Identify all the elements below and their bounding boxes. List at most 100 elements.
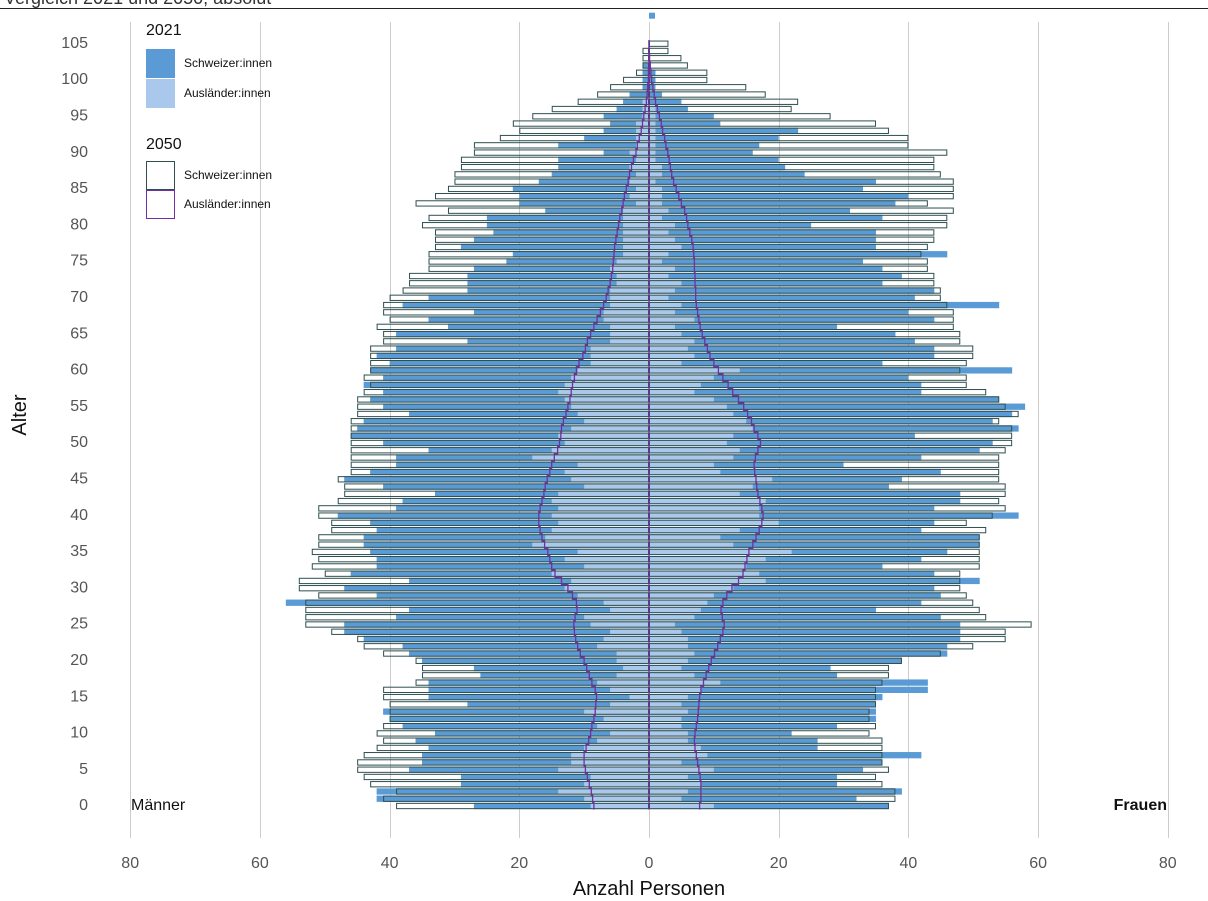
bar-2021-ch-f-41 <box>649 505 935 512</box>
bar-2021-ch-m-52 <box>357 425 649 432</box>
bar-2021-ch-m-59 <box>383 374 649 381</box>
bar-2021-ch-f-49 <box>649 447 980 454</box>
bar-2021-ch-f-90 <box>649 149 753 156</box>
bar-2021-fo-f-10 <box>649 730 688 737</box>
bar-2021-fo-f-32 <box>649 570 760 577</box>
bar-2021-ch-f-85 <box>649 185 864 193</box>
bar-2021-fo-f-49 <box>649 447 740 454</box>
bar-2021-ch-m-67 <box>428 316 649 323</box>
bar-2050-ch-f-99 <box>649 84 747 91</box>
bar-2021-fo-f-76 <box>649 251 669 258</box>
bar-2021-ch-f-31 <box>649 577 980 585</box>
bar-2021-ch-f-84 <box>649 193 909 200</box>
bar-2021-ch-f-70 <box>649 294 915 301</box>
bar-2021-ch-f-73 <box>649 272 902 280</box>
bar-2021-ch-f-86 <box>649 178 876 185</box>
bar-2021-ch-f-22 <box>649 643 948 650</box>
bar-2021-fo-m-67 <box>603 316 649 323</box>
y-tick-10: 10 <box>70 725 88 742</box>
label-frauen: Frauen <box>1114 797 1167 814</box>
legend-label-2050-0: Schweizer:innen <box>184 168 272 182</box>
bar-2021-ch-m-4 <box>460 773 649 781</box>
bar-2021-fo-m-81 <box>623 214 649 222</box>
bar-2021-fo-f-81 <box>649 214 662 222</box>
bar-2021-ch-f-82 <box>649 207 851 214</box>
bar-2021-fo-f-23 <box>649 635 688 643</box>
bar-2021-fo-f-39 <box>649 519 779 527</box>
bar-2021-ch-f-36 <box>649 541 980 548</box>
bar-2021-ch-m-94 <box>610 120 649 127</box>
bar-2021-ch-f-53 <box>649 418 993 425</box>
bar-2021-fo-f-91 <box>649 142 656 149</box>
bar-2021-fo-m-50 <box>564 439 649 447</box>
bar-2021-fo-m-95 <box>642 113 649 120</box>
x-tick-0: 80 <box>121 855 139 872</box>
bar-2021-ch-f-95 <box>649 113 714 120</box>
bar-2021-fo-f-93 <box>649 127 656 134</box>
bar-2021-fo-f-26 <box>649 614 695 621</box>
bar-2021-ch-m-74 <box>473 265 649 272</box>
bar-2021-ch-m-32 <box>350 570 649 577</box>
bar-2021-fo-m-22 <box>597 643 649 650</box>
bar-2021-ch-m-68 <box>473 309 649 316</box>
bar-2021-ch-m-5 <box>409 766 649 773</box>
bar-2021-ch-f-81 <box>649 214 883 222</box>
bar-2021-fo-m-33 <box>584 563 649 570</box>
bar-2021-fo-m-41 <box>558 505 649 512</box>
bar-2021-fo-f-51 <box>649 432 734 439</box>
bar-2021-fo-f-36 <box>649 541 734 548</box>
x-tick-8: 80 <box>1159 855 1177 872</box>
bar-2021-ch-m-81 <box>486 214 649 222</box>
bar-2021-ch-f-72 <box>649 280 883 287</box>
bar-2021-ch-f-13 <box>649 708 876 715</box>
bar-2021-fo-f-60 <box>649 367 740 374</box>
bar-2021-fo-f-73 <box>649 272 669 280</box>
bar-2021-ch-f-25 <box>649 621 961 628</box>
bar-2021-ch-f-89 <box>649 156 779 164</box>
bar-2021-fo-m-60 <box>577 367 649 374</box>
bar-2021-fo-f-80 <box>649 222 675 229</box>
bar-2050-ch-f-101 <box>649 69 708 76</box>
bar-2021-fo-m-62 <box>590 352 649 360</box>
bar-2021-ch-m-66 <box>447 323 649 330</box>
bar-2021-ch-m-72 <box>467 280 649 287</box>
bar-2021-fo-f-85 <box>649 185 662 193</box>
y-tick-0: 0 <box>79 797 88 814</box>
bar-2021-ch-f-78 <box>649 236 876 243</box>
bar-2021-ch-m-17 <box>428 679 649 686</box>
bar-2021-ch-m-73 <box>467 272 649 280</box>
bar-2021-fo-m-45 <box>571 476 649 483</box>
bar-2021-fo-m-53 <box>584 418 649 425</box>
bar-2021-fo-m-15 <box>629 693 649 701</box>
bar-2021-fo-m-88 <box>629 163 649 171</box>
bar-2021-fo-f-92 <box>649 134 656 142</box>
bar-2021-fo-f-17 <box>649 679 721 686</box>
bar-2021-fo-m-38 <box>551 526 649 534</box>
bar-2021-fo-m-46 <box>564 468 649 476</box>
bar-2021-fo-m-64 <box>610 338 649 345</box>
bar-2021-fo-f-78 <box>649 236 675 243</box>
bar-2021-ch-m-31 <box>409 577 649 585</box>
bar-2021-fo-f-71 <box>649 287 675 294</box>
bar-2021-ch-f-51 <box>649 432 915 439</box>
bar-2021-ch-m-25 <box>344 621 649 628</box>
bar-2021-fo-f-66 <box>649 323 675 330</box>
bar-2021-ch-f-56 <box>649 396 1000 403</box>
y-tick-85: 85 <box>70 180 88 197</box>
y-tick-20: 20 <box>70 652 88 669</box>
bar-2021-fo-f-6 <box>649 759 682 766</box>
bar-2021-fo-m-18 <box>616 672 649 679</box>
bar-2021-fo-m-96 <box>642 105 649 113</box>
bar-2021-fo-m-11 <box>597 722 649 730</box>
bar-2021-ch-m-61 <box>389 359 649 367</box>
bar-2021-ch-m-97 <box>623 98 649 105</box>
bar-2021-ch-m-10 <box>434 730 649 737</box>
y-tick-50: 50 <box>70 434 88 451</box>
bar-2021-ch-m-71 <box>467 287 649 294</box>
bar-2021-fo-m-93 <box>636 127 649 134</box>
bar-2021-fo-m-75 <box>616 258 649 265</box>
bar-2021-fo-f-90 <box>649 149 656 156</box>
bar-2021-ch-m-98 <box>629 91 649 98</box>
bar-2021-ch-f-24 <box>649 628 961 635</box>
bar-2021-fo-f-96 <box>649 105 656 113</box>
